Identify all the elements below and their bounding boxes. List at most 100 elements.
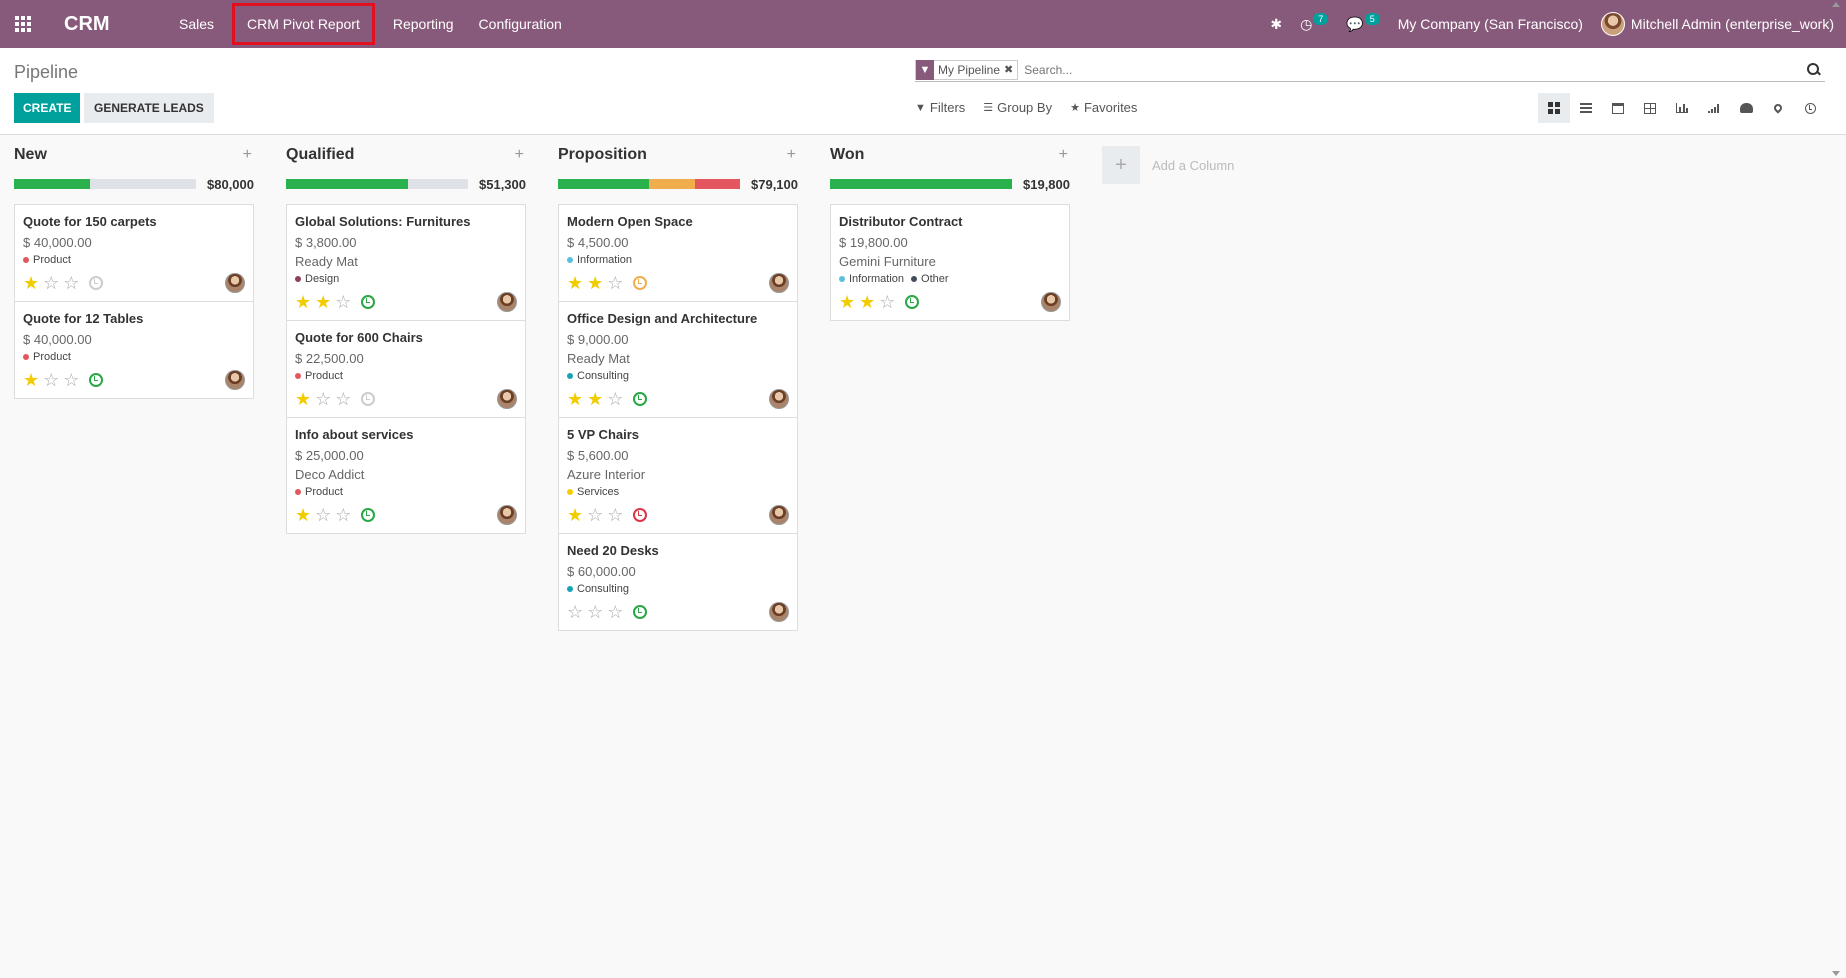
priority-star-icon[interactable]: ☆ bbox=[587, 505, 604, 525]
quick-create-plus-icon[interactable]: + bbox=[786, 146, 796, 163]
kanban-card[interactable]: Need 20 Desks $ 60,000.00 Consulting ☆ ☆ ☆ bbox=[558, 533, 798, 631]
salesperson-avatar[interactable] bbox=[497, 292, 517, 312]
activity-clock-icon[interactable] bbox=[361, 508, 376, 522]
activity-clock-icon[interactable] bbox=[361, 392, 376, 406]
priority-star-icon[interactable]: ☆ bbox=[63, 370, 80, 390]
scroll-up-arrow-icon[interactable] bbox=[1832, 2, 1840, 7]
priority-star-icon[interactable]: ☆ bbox=[879, 292, 896, 312]
priority-star-icon[interactable]: ☆ bbox=[567, 602, 584, 622]
column-title[interactable]: New bbox=[14, 146, 47, 163]
messages-chat-icon[interactable]: 💬 5 bbox=[1346, 13, 1380, 33]
search-input[interactable] bbox=[1024, 62, 1807, 77]
kanban-view-button[interactable] bbox=[1538, 93, 1570, 123]
salesperson-avatar[interactable] bbox=[497, 505, 517, 525]
priority-star-icon[interactable]: ★ bbox=[295, 389, 312, 409]
kanban-card[interactable]: Office Design and Architecture $ 9,000.00… bbox=[558, 301, 798, 417]
kanban-card[interactable]: Quote for 12 Tables $ 40,000.00 Product ★ ☆ ☆ bbox=[14, 301, 254, 399]
page-title[interactable]: Pipeline bbox=[14, 62, 79, 82]
activity-clock-icon[interactable] bbox=[361, 295, 376, 309]
cohort-view-button[interactable] bbox=[1698, 93, 1730, 123]
quick-create-plus-icon[interactable]: + bbox=[242, 146, 252, 163]
activity-clock-icon[interactable] bbox=[633, 392, 648, 406]
kanban-card[interactable]: 5 VP Chairs $ 5,600.00 Azure Interior Servi… bbox=[558, 417, 798, 533]
app-brand[interactable]: CRM bbox=[64, 12, 110, 35]
kanban-card[interactable]: Modern Open Space $ 4,500.00 Information ★ ★… bbox=[558, 204, 798, 301]
activity-clock-icon[interactable] bbox=[905, 295, 920, 309]
progress-bar[interactable] bbox=[558, 179, 740, 189]
add-column-label[interactable]: Add a Column bbox=[1152, 157, 1235, 173]
priority-star-icon[interactable]: ☆ bbox=[315, 389, 332, 409]
kanban-card[interactable]: Global Solutions: Furnitures $ 3,800.00 Re… bbox=[286, 204, 526, 320]
priority-star-icon[interactable]: ☆ bbox=[315, 505, 332, 525]
priority-star-icon[interactable]: ★ bbox=[587, 273, 604, 293]
dashboard-view-button[interactable] bbox=[1730, 93, 1762, 123]
priority-star-icon[interactable]: ★ bbox=[295, 292, 312, 312]
generate-leads-button[interactable]: GENERATE LEADS bbox=[84, 93, 214, 123]
priority-star-icon[interactable]: ☆ bbox=[607, 602, 624, 622]
salesperson-avatar[interactable] bbox=[769, 505, 789, 525]
quick-create-plus-icon[interactable]: + bbox=[514, 146, 524, 163]
create-button[interactable]: CREATE bbox=[14, 93, 81, 123]
activity-clock-icon[interactable] bbox=[633, 276, 648, 290]
priority-star-icon[interactable]: ☆ bbox=[335, 389, 352, 409]
kanban-card[interactable]: Distributor Contract $ 19,800.00 Gemini Fu… bbox=[830, 204, 1070, 321]
menu-sales[interactable]: Sales bbox=[179, 16, 215, 32]
map-view-button[interactable] bbox=[1762, 93, 1794, 123]
calendar-view-button[interactable] bbox=[1602, 93, 1634, 123]
menu-crm-pivot-report[interactable]: CRM Pivot Report bbox=[229, 0, 378, 48]
priority-star-icon[interactable]: ★ bbox=[859, 292, 876, 312]
scroll-down-arrow-icon[interactable] bbox=[1832, 971, 1840, 976]
facet-remove-icon[interactable]: ✖ bbox=[1004, 64, 1014, 76]
activity-clock-icon[interactable]: ◷ 7 bbox=[1300, 13, 1329, 33]
salesperson-avatar[interactable] bbox=[497, 389, 517, 409]
search-icon[interactable] bbox=[1807, 62, 1821, 77]
priority-star-icon[interactable]: ★ bbox=[295, 505, 312, 525]
list-view-button[interactable] bbox=[1570, 93, 1602, 123]
kanban-card[interactable]: Quote for 600 Chairs $ 22,500.00 Product ★ ☆… bbox=[286, 320, 526, 417]
priority-star-icon[interactable]: ☆ bbox=[43, 370, 60, 390]
quick-create-plus-icon[interactable]: + bbox=[1058, 146, 1068, 163]
kanban-card[interactable]: Quote for 150 carpets $ 40,000.00 Product ★… bbox=[14, 204, 254, 301]
priority-star-icon[interactable]: ☆ bbox=[335, 292, 352, 312]
add-column[interactable]: + Add a Column bbox=[1102, 146, 1234, 184]
priority-star-icon[interactable]: ★ bbox=[567, 389, 584, 409]
priority-star-icon[interactable]: ★ bbox=[23, 370, 40, 390]
graph-view-button[interactable] bbox=[1666, 93, 1698, 123]
activity-view-button[interactable] bbox=[1794, 93, 1826, 123]
kanban-card[interactable]: Info about services $ 25,000.00 Deco Addic… bbox=[286, 417, 526, 534]
add-column-plus-icon[interactable]: + bbox=[1102, 146, 1140, 184]
menu-reporting[interactable]: Reporting bbox=[392, 16, 454, 32]
priority-star-icon[interactable]: ★ bbox=[315, 292, 332, 312]
user-menu[interactable]: Mitchell Admin (enterprise_work) bbox=[1600, 12, 1834, 36]
groupby-dropdown[interactable]: ☰ Group By bbox=[983, 100, 1053, 115]
priority-star-icon[interactable]: ☆ bbox=[335, 505, 352, 525]
activity-clock-icon[interactable] bbox=[89, 373, 104, 387]
debug-bug-icon[interactable]: ✱ bbox=[1270, 15, 1283, 32]
menu-configuration[interactable]: Configuration bbox=[478, 16, 562, 32]
priority-star-icon[interactable]: ★ bbox=[839, 292, 856, 312]
column-title[interactable]: Qualified bbox=[286, 146, 355, 163]
priority-star-icon[interactable]: ★ bbox=[587, 389, 604, 409]
priority-star-icon[interactable]: ☆ bbox=[43, 273, 60, 293]
priority-star-icon[interactable]: ★ bbox=[567, 273, 584, 293]
pivot-view-button[interactable] bbox=[1634, 93, 1666, 123]
activity-clock-icon[interactable] bbox=[633, 508, 648, 522]
progress-bar[interactable] bbox=[286, 179, 468, 189]
salesperson-avatar[interactable] bbox=[769, 602, 789, 622]
filters-dropdown[interactable]: ▼ Filters bbox=[915, 100, 966, 115]
priority-star-icon[interactable]: ☆ bbox=[607, 389, 624, 409]
progress-bar[interactable] bbox=[14, 179, 196, 189]
salesperson-avatar[interactable] bbox=[225, 370, 245, 390]
salesperson-avatar[interactable] bbox=[225, 273, 245, 293]
column-title[interactable]: Won bbox=[830, 146, 865, 163]
salesperson-avatar[interactable] bbox=[1041, 292, 1061, 312]
activity-clock-icon[interactable] bbox=[633, 605, 648, 619]
salesperson-avatar[interactable] bbox=[769, 273, 789, 293]
salesperson-avatar[interactable] bbox=[769, 389, 789, 409]
apps-menu-icon[interactable] bbox=[0, 0, 46, 48]
priority-star-icon[interactable]: ☆ bbox=[63, 273, 80, 293]
priority-star-icon[interactable]: ☆ bbox=[607, 273, 624, 293]
column-title[interactable]: Proposition bbox=[558, 146, 647, 163]
priority-star-icon[interactable]: ★ bbox=[23, 273, 40, 293]
company-switcher[interactable]: My Company (San Francisco) bbox=[1397, 16, 1583, 32]
